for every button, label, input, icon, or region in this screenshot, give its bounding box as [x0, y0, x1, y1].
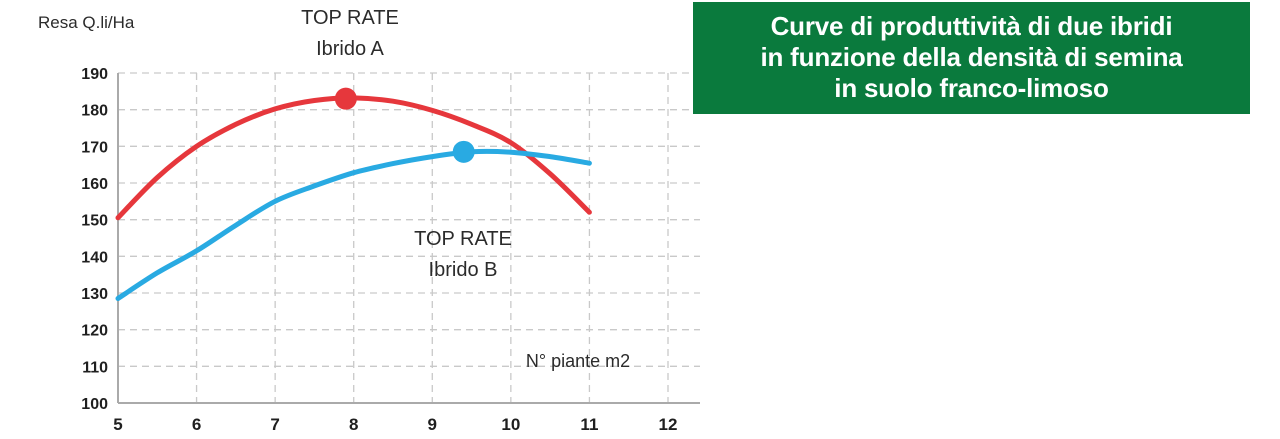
series-a-label: TOP RATE Ibrido A — [270, 3, 430, 65]
x-tick-label-10: 10 — [501, 415, 520, 434]
series-b-label-line2: Ibrido B — [428, 259, 498, 281]
x-tick-label-6: 6 — [192, 415, 201, 434]
series-b-label-line1: TOP RATE — [414, 228, 512, 250]
x-tick-label-11: 11 — [580, 415, 598, 434]
y-tick-label-140: 140 — [81, 249, 108, 266]
y-tick-label-180: 180 — [81, 103, 108, 120]
chart-area: 100 110 120 130 140 150 160 170 180 190 5 6 7 8 9 10 11 1… — [38, 3, 700, 434]
series-b-curve — [115, 148, 592, 301]
x-tick-label-5: 5 — [113, 415, 122, 434]
y-axis-title: Resa Q.li/Ha — [38, 13, 135, 32]
banner-line1: Curve di produttività di due ibridi — [770, 11, 1173, 41]
y-tick-label-120: 120 — [81, 323, 108, 340]
series-a-label-line1: TOP RATE — [301, 7, 399, 29]
x-axis-title: N° piante m2 — [525, 351, 631, 371]
x-tick-label-8: 8 — [349, 415, 358, 434]
y-tick-label-100: 100 — [81, 396, 108, 413]
banner-line2: in funzione della densità di semina — [760, 42, 1183, 72]
series-a-label-line2: Ibrido A — [316, 38, 384, 60]
y-tick-label-170: 170 — [81, 139, 108, 156]
y-tick-label-160: 160 — [81, 176, 108, 193]
x-tick-label-7: 7 — [270, 415, 279, 434]
x-tick-label-12: 12 — [659, 415, 678, 434]
x-tick-label-9: 9 — [428, 415, 437, 434]
series-a-peak-marker — [334, 87, 357, 110]
y-tick-label-110: 110 — [82, 359, 108, 376]
yield-chart: 100 110 120 130 140 150 160 170 180 190 5 6 7 8 9 10 11 1… — [81, 66, 700, 434]
series-b-peak-marker — [452, 140, 475, 163]
y-tick-label-190: 190 — [81, 66, 108, 83]
series-b-label: TOP RATE Ibrido B — [383, 224, 543, 286]
title-banner: Curve di produttività di due ibridi in f… — [693, 2, 1250, 114]
y-tick-label-130: 130 — [81, 286, 108, 303]
banner-line3: in suolo franco-limoso — [834, 73, 1109, 103]
y-tick-label-150: 150 — [81, 213, 108, 230]
